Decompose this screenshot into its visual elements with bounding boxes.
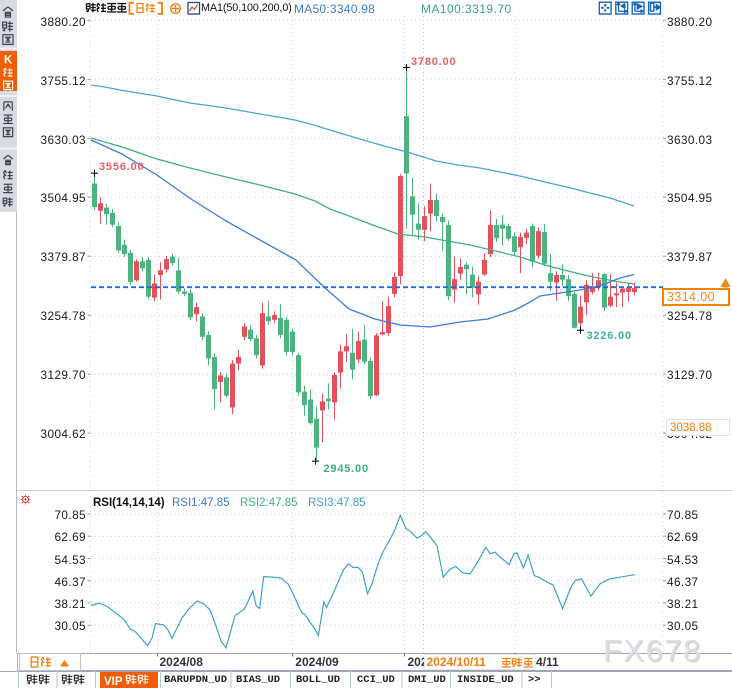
- svg-text:VIP: VIP: [104, 676, 123, 688]
- svg-text:K: K: [4, 55, 13, 67]
